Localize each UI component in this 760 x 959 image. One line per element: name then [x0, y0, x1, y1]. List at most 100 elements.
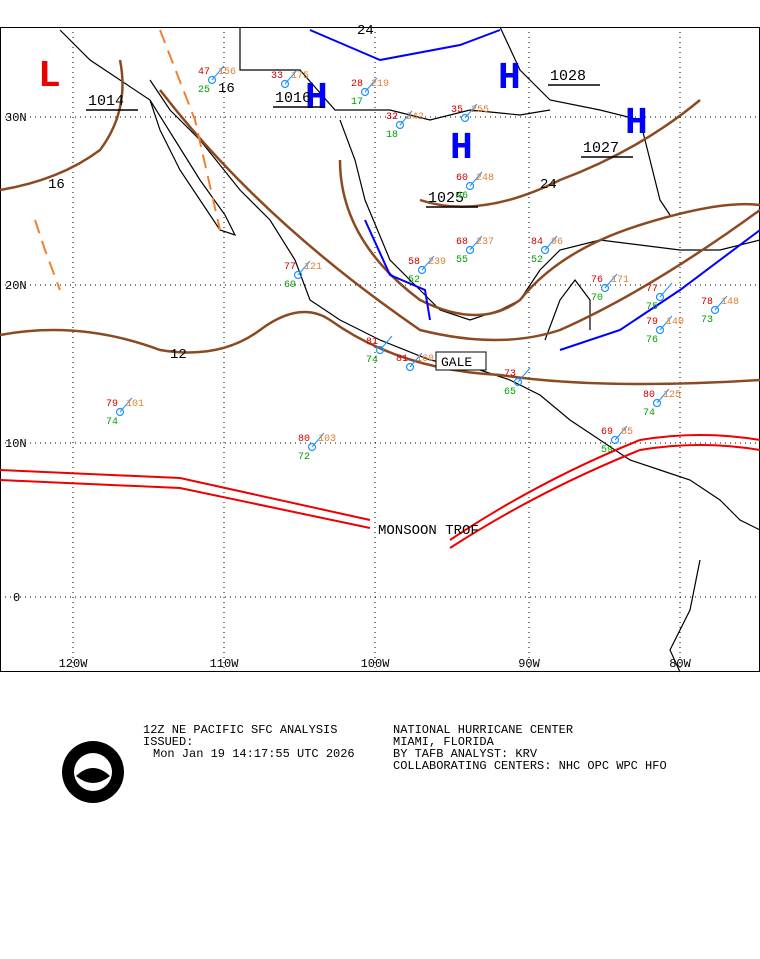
station-dewpoint: 74	[366, 355, 378, 366]
lat-label: 0	[13, 591, 20, 605]
station-dewpoint: 70	[591, 293, 603, 304]
isobars	[0, 59, 760, 386]
isobar-label: 16	[48, 177, 65, 193]
station-dewpoint: 75	[646, 302, 658, 313]
center: NATIONAL HURRICANE CENTER	[393, 723, 573, 737]
center-pressure: 1028	[550, 68, 586, 85]
station-temp: 77	[646, 284, 658, 295]
station-circle	[540, 245, 550, 255]
location: MIAMI, FLORIDA	[393, 735, 495, 749]
isobar-label: 24	[357, 23, 374, 39]
station-pressure: 171	[611, 275, 629, 286]
wind-barb	[714, 295, 728, 311]
issued-time: Mon Jan 19 14:17:55 UTC 2026	[153, 747, 355, 761]
station-circle	[115, 407, 125, 417]
isobar-label: 24	[540, 177, 557, 193]
station-circle	[280, 79, 290, 89]
feature-label: MONSOON TROF	[378, 523, 479, 539]
station-dewpoint: 18	[386, 130, 398, 141]
wind-barb	[409, 352, 423, 368]
station-pressure: 248	[476, 173, 494, 184]
wind-barb	[379, 335, 393, 351]
lon-label: 80W	[669, 657, 691, 671]
station-temp: 73	[504, 369, 516, 380]
station-pressure: 121	[304, 262, 322, 273]
footer: 12Z NE PACIFIC SFC ANALYSIS ISSUED: Mon …	[62, 723, 667, 803]
station-pressure: 242	[406, 112, 424, 123]
center-pressure: 1016	[275, 90, 311, 107]
station-pressure: 219	[371, 79, 389, 90]
center-symbol: H	[498, 57, 521, 100]
station-dewpoint: 65	[504, 387, 516, 398]
graticule	[0, 27, 760, 672]
station-pressure: 255	[471, 105, 489, 116]
station-dewpoint: 25	[198, 85, 210, 96]
station-temp: 81	[366, 337, 378, 348]
station-circle	[460, 113, 470, 123]
lat-label: 10N	[5, 437, 27, 451]
station-pressure: 237	[476, 237, 494, 248]
wind-barb	[469, 171, 483, 187]
station-dewpoint: 17	[351, 97, 363, 108]
wind-barb	[517, 367, 531, 383]
station-dewpoint: 52	[531, 255, 543, 266]
station-dewpoint: 73	[701, 315, 713, 326]
station-temp: 28	[351, 79, 363, 90]
station-dewpoint: 59	[601, 445, 613, 456]
station-pressure: 125	[663, 390, 681, 401]
station-dewpoint: 74	[643, 408, 655, 419]
wind-barb	[614, 425, 628, 441]
collaborators: COLLABORATING CENTERS: NHC OPC WPC HFO	[393, 759, 667, 773]
station-circle	[375, 345, 385, 355]
isobar-label: 12	[170, 347, 187, 363]
wind-barb	[659, 282, 673, 298]
station-circle	[655, 292, 665, 302]
lon-label: 90W	[518, 657, 540, 671]
isobar-label: 16	[218, 81, 235, 97]
station-temp: 47	[198, 67, 210, 78]
lat-label: 20N	[5, 279, 27, 293]
station-circle	[610, 435, 620, 445]
lat-label: 30N	[5, 111, 27, 125]
station-dewpoint: 72	[298, 452, 310, 463]
wind-barb	[399, 110, 413, 126]
wind-barb	[656, 388, 670, 404]
station-temp: 80	[298, 434, 310, 445]
station-temp: 79	[106, 399, 118, 410]
station-temp: 81	[396, 354, 408, 365]
station-dewpoint: 74	[106, 417, 118, 428]
station-temp: 32	[386, 112, 398, 123]
center-symbol: L	[38, 55, 61, 98]
center-pressure: 1014	[88, 93, 124, 110]
wind-barb	[297, 260, 311, 276]
center-pressure: 1025	[428, 190, 464, 207]
wind-barb	[469, 235, 483, 251]
station-pressure: 160	[416, 354, 434, 365]
wind-barb	[464, 103, 478, 119]
center-pressure: 1027	[583, 140, 619, 157]
station-pressure: 101	[126, 399, 144, 410]
station-temp: 69	[601, 427, 613, 438]
wind-barb	[544, 235, 558, 251]
station-temp: 35	[451, 105, 463, 116]
center-symbol: H	[450, 127, 473, 170]
station-circle	[600, 283, 610, 293]
lat-labels: 30N 20N 10N 0	[5, 111, 27, 605]
analyst: BY TAFB ANALYST: KRV	[393, 747, 538, 761]
wind-barb	[284, 69, 298, 85]
lon-label: 110W	[210, 657, 240, 671]
station-circle	[307, 442, 317, 452]
station-temp: 60	[456, 173, 468, 184]
center-symbol: H	[305, 77, 328, 120]
station-circle	[465, 245, 475, 255]
station-circle	[513, 377, 523, 387]
fronts	[0, 29, 760, 549]
station-dewpoint: 55	[456, 255, 468, 266]
lon-label: 100W	[361, 657, 391, 671]
station-temp: 58	[408, 257, 420, 268]
wind-barb	[119, 397, 133, 413]
station-pressure: 239	[428, 257, 446, 268]
